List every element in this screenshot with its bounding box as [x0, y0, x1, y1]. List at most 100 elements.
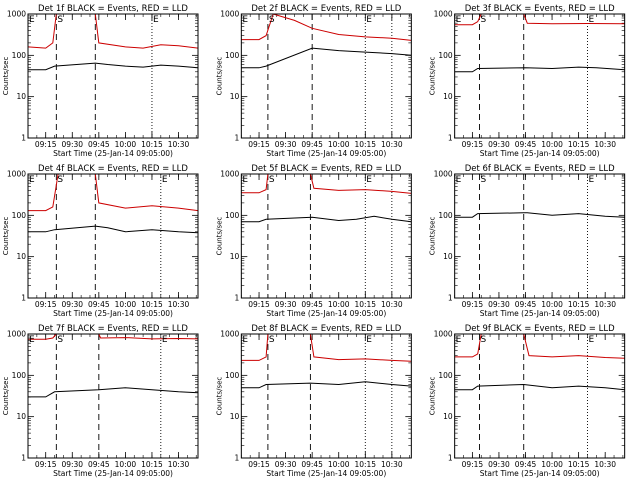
x-tick-label: 10:30: [381, 300, 403, 309]
events-series-line: [241, 215, 412, 223]
x-tick-label: 09:15: [248, 460, 270, 469]
x-tick-label: 09:45: [515, 140, 537, 149]
x-tick-label: 10:15: [354, 140, 376, 149]
x-tick-label: 10:30: [381, 140, 403, 149]
time-marker-label: E: [242, 335, 248, 345]
x-tick-label: 10:00: [541, 140, 563, 149]
events-series-line: [28, 387, 198, 398]
panel-title: Det 2f BLACK = Events, RED = LLD: [251, 4, 401, 14]
x-tick-label: 09:30: [275, 300, 297, 309]
y-tick-label: 1: [235, 294, 240, 303]
y-tick-label: 10: [16, 92, 26, 101]
detector-panel: Det 7f BLACK = Events, RED = LLD 1 10 100 10…: [2, 324, 199, 478]
x-axis-label: Start Time (25-Jan-14 09:05:00): [480, 149, 600, 158]
time-marker-label: S: [269, 335, 275, 345]
time-marker-label: E: [162, 335, 168, 345]
panel-title: Det 3f BLACK = Events, RED = LLD: [465, 4, 615, 14]
y-tick-label: 1: [21, 294, 26, 303]
y-tick-label: 10: [16, 252, 26, 261]
x-tick-label: 09:45: [301, 300, 323, 309]
x-tick-label: 09:15: [462, 300, 484, 309]
x-axis-label: Start Time (25-Jan-14 09:05:00): [266, 469, 386, 478]
x-tick-label: 09:15: [35, 300, 57, 309]
time-marker-label: E: [456, 335, 462, 345]
x-tick-label: 09:30: [61, 460, 83, 469]
x-tick-label: 10:15: [354, 460, 376, 469]
y-axis-label: Counts/sec: [215, 377, 223, 416]
plot-frame: [454, 13, 626, 139]
x-tick-label: 09:30: [488, 460, 510, 469]
x-axis-label: Start Time (25-Jan-14 09:05:00): [266, 149, 386, 158]
y-tick-label: 10: [443, 252, 453, 261]
time-marker-label: E: [366, 335, 372, 345]
panel-title: Det 7f BLACK = Events, RED = LLD: [38, 324, 188, 334]
panel-title: Det 8f BLACK = Events, RED = LLD: [251, 324, 401, 334]
y-tick-label: 1000: [220, 330, 239, 339]
x-tick-label: 09:45: [301, 140, 323, 149]
y-tick-label: 1: [448, 454, 453, 463]
x-axis-label: Start Time (25-Jan-14 09:05:00): [53, 309, 173, 318]
y-tick-label: 100: [12, 51, 27, 60]
x-tick-label: 10:30: [168, 460, 190, 469]
y-tick-label: 10: [230, 252, 240, 261]
y-axis-label: Counts/sec: [215, 217, 223, 256]
x-tick-label: 10:30: [594, 300, 616, 309]
time-marker-label: E: [29, 335, 35, 345]
x-tick-label: 10:30: [594, 460, 616, 469]
plot-frame: [27, 173, 199, 299]
x-tick-label: 10:15: [141, 140, 163, 149]
detector-panel: Det 8f BLACK = Events, RED = LLD 1 10 100 10…: [215, 324, 412, 478]
events-series-line: [454, 66, 625, 73]
x-tick-label: 10:30: [594, 140, 616, 149]
time-marker-label: S: [57, 15, 63, 25]
detector-panel: Det 1f BLACK = Events, RED = LLD 1 10 100 10…: [2, 4, 199, 158]
lld-series-line: [454, 334, 625, 359]
y-tick-label: 100: [438, 51, 453, 60]
plot-frame: [27, 13, 199, 139]
x-tick-label: 10:00: [328, 300, 350, 309]
y-tick-label: 10: [16, 412, 26, 421]
y-tick-label: 100: [12, 371, 27, 380]
events-series-line: [28, 62, 198, 71]
detector-panel: Det 9f BLACK = Events, RED = LLD 1 10 100 10…: [429, 324, 626, 478]
x-tick-label: 09:45: [515, 460, 537, 469]
y-tick-label: 1000: [7, 170, 26, 179]
y-tick-label: 10: [443, 412, 453, 421]
x-tick-label: 10:15: [568, 460, 590, 469]
detector-panel: Det 3f BLACK = Events, RED = LLD 1 10 100 10…: [429, 4, 626, 158]
x-tick-label: 10:15: [141, 460, 163, 469]
x-axis-label: Start Time (25-Jan-14 09:05:00): [480, 309, 600, 318]
y-tick-label: 100: [12, 211, 27, 220]
y-tick-label: 1: [235, 134, 240, 143]
detector-panel: Det 6f BLACK = Events, RED = LLD 1 10 100 10…: [429, 164, 626, 318]
y-tick-label: 1000: [434, 170, 453, 179]
time-marker-label: E: [162, 175, 168, 185]
events-series-line: [241, 47, 412, 69]
x-tick-label: 10:30: [168, 300, 190, 309]
time-marker-label: E: [242, 15, 248, 25]
y-tick-label: 100: [438, 371, 453, 380]
x-tick-label: 10:30: [381, 460, 403, 469]
y-axis-label: Counts/sec: [2, 217, 10, 256]
x-axis-label: Start Time (25-Jan-14 09:05:00): [266, 309, 386, 318]
y-tick-label: 1000: [434, 10, 453, 19]
x-tick-label: 09:15: [462, 140, 484, 149]
y-tick-label: 1000: [220, 10, 239, 19]
lld-series-line: [28, 174, 198, 212]
y-tick-label: 1: [21, 134, 26, 143]
time-marker-label: E: [588, 175, 594, 185]
time-marker-label: E: [588, 15, 594, 25]
panel-title: Det 6f BLACK = Events, RED = LLD: [465, 164, 615, 174]
x-tick-label: 10:00: [115, 460, 137, 469]
x-axis-label: Start Time (25-Jan-14 09:05:00): [480, 469, 600, 478]
time-marker-label: E: [366, 15, 372, 25]
time-marker-label: E: [588, 335, 594, 345]
x-tick-label: 09:30: [488, 140, 510, 149]
y-tick-label: 100: [225, 371, 240, 380]
y-axis-label: Counts/sec: [429, 217, 437, 256]
plot-frame: [240, 173, 412, 299]
y-axis-label: Counts/sec: [429, 57, 437, 96]
events-series-line: [28, 225, 198, 234]
x-tick-label: 09:30: [488, 300, 510, 309]
x-tick-label: 09:15: [35, 460, 57, 469]
